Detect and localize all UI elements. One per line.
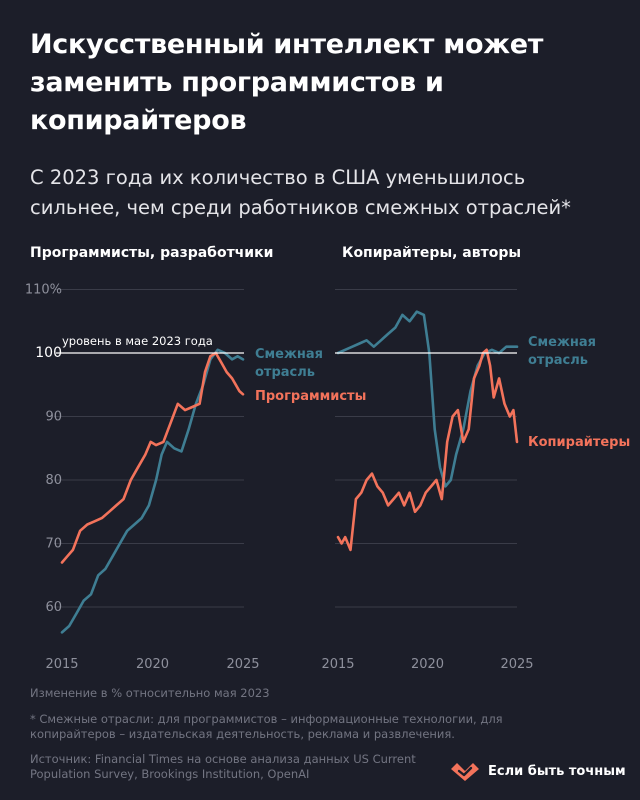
- series-label-related-industry: Смежная отрасль: [528, 335, 596, 368]
- chart-panel-copywriters: 2015 2020 2025 Смежная отрасль Копирайтеры: [321, 289, 630, 672]
- reference-line-label: уровень в мае 2023 года: [62, 334, 213, 348]
- series-label-occupation: Программисты: [255, 389, 366, 404]
- panel-title-copywriters: Копирайтеры, авторы: [342, 245, 522, 261]
- y-tick-label: 60: [45, 600, 62, 615]
- y-tick-label: 100: [35, 345, 62, 361]
- series-line-occupation: [336, 348, 519, 552]
- x-tick-label: 2020: [411, 657, 444, 672]
- footnote: * Смежные отрасли: для программистов – и…: [30, 712, 503, 741]
- panel-title-programmers: Программисты, разработчики: [30, 245, 274, 261]
- x-tick-label: 2025: [226, 657, 259, 672]
- chart-panel-programmers: 60 70 80 90 100 110% 2015 2020 2025 уровень в мае…: [25, 283, 367, 673]
- chart-subtitle: С 2023 года их количество в США уменьшил…: [30, 166, 571, 219]
- series-line-related-industry: [60, 348, 245, 634]
- y-tick-label: 90: [45, 410, 62, 425]
- x-tick-label: 2015: [321, 657, 354, 672]
- source-note: Источник: Financial Times на основе анал…: [30, 752, 416, 781]
- series-line-occupation: [60, 351, 245, 564]
- unit-note: Изменение в % относительно мая 2023: [30, 686, 270, 700]
- y-tick-label: 70: [45, 537, 62, 552]
- brand: Если быть точным: [448, 760, 626, 782]
- x-tick-label: 2025: [500, 657, 533, 672]
- y-tick-label: 80: [45, 473, 62, 488]
- x-tick-label: 2020: [136, 657, 169, 672]
- series-label-related-industry: Смежная отрасль: [255, 347, 323, 380]
- chart-title: Искусственный интеллект может заменить п…: [30, 29, 544, 136]
- x-tick-label: 2015: [45, 657, 78, 672]
- series-label-occupation: Копирайтеры: [528, 435, 630, 450]
- y-tick-label: 110%: [25, 283, 62, 298]
- brand-name: Если быть точным: [488, 763, 626, 779]
- line-charts: 60 70 80 90 100 110% 2015 2020 2025 уровень в мае…: [25, 283, 630, 673]
- heart-check-logo-icon: [451, 763, 479, 781]
